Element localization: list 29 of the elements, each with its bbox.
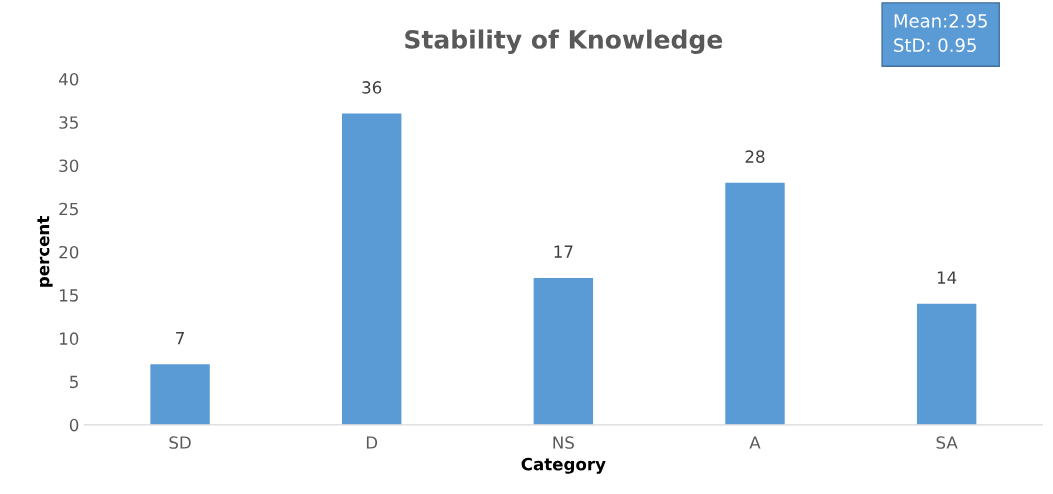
text: Mean:2.95 bbox=[894, 13, 987, 28]
x-tick-label: NS bbox=[553, 436, 574, 449]
bar bbox=[150, 364, 210, 425]
data-label: 17 bbox=[554, 245, 573, 258]
y-tick-label: 40 bbox=[58, 73, 79, 86]
y-axis-title: percent bbox=[37, 216, 53, 287]
y-tick-label: 10 bbox=[60, 332, 79, 345]
data-label: 7 bbox=[176, 332, 184, 345]
bar bbox=[916, 303, 977, 425]
y-tick-label: 35 bbox=[59, 116, 78, 129]
x-tick-label: A bbox=[749, 436, 761, 449]
chart-title: Stability of Knowledge bbox=[405, 29, 723, 54]
y-tick-label: 25 bbox=[59, 202, 78, 216]
data-label: 28 bbox=[745, 150, 765, 163]
bar bbox=[342, 113, 402, 425]
y-tick-label: 20 bbox=[59, 245, 79, 259]
x-tick-label: D bbox=[366, 436, 378, 449]
x-tick-label: SA bbox=[936, 436, 958, 449]
data-label: 36 bbox=[362, 81, 382, 94]
y-tick-label: 15 bbox=[60, 289, 78, 302]
bar bbox=[533, 277, 594, 425]
y-tick-label: 5 bbox=[70, 375, 78, 389]
y-tick-label: 0 bbox=[69, 418, 79, 432]
x-axis-title: Category bbox=[521, 457, 606, 474]
data-label: 14 bbox=[937, 271, 957, 284]
bar bbox=[725, 182, 785, 425]
text: StD: 0.95 bbox=[894, 38, 976, 52]
y-tick-label: 30 bbox=[59, 159, 79, 173]
x-tick-label: SD bbox=[169, 436, 191, 449]
